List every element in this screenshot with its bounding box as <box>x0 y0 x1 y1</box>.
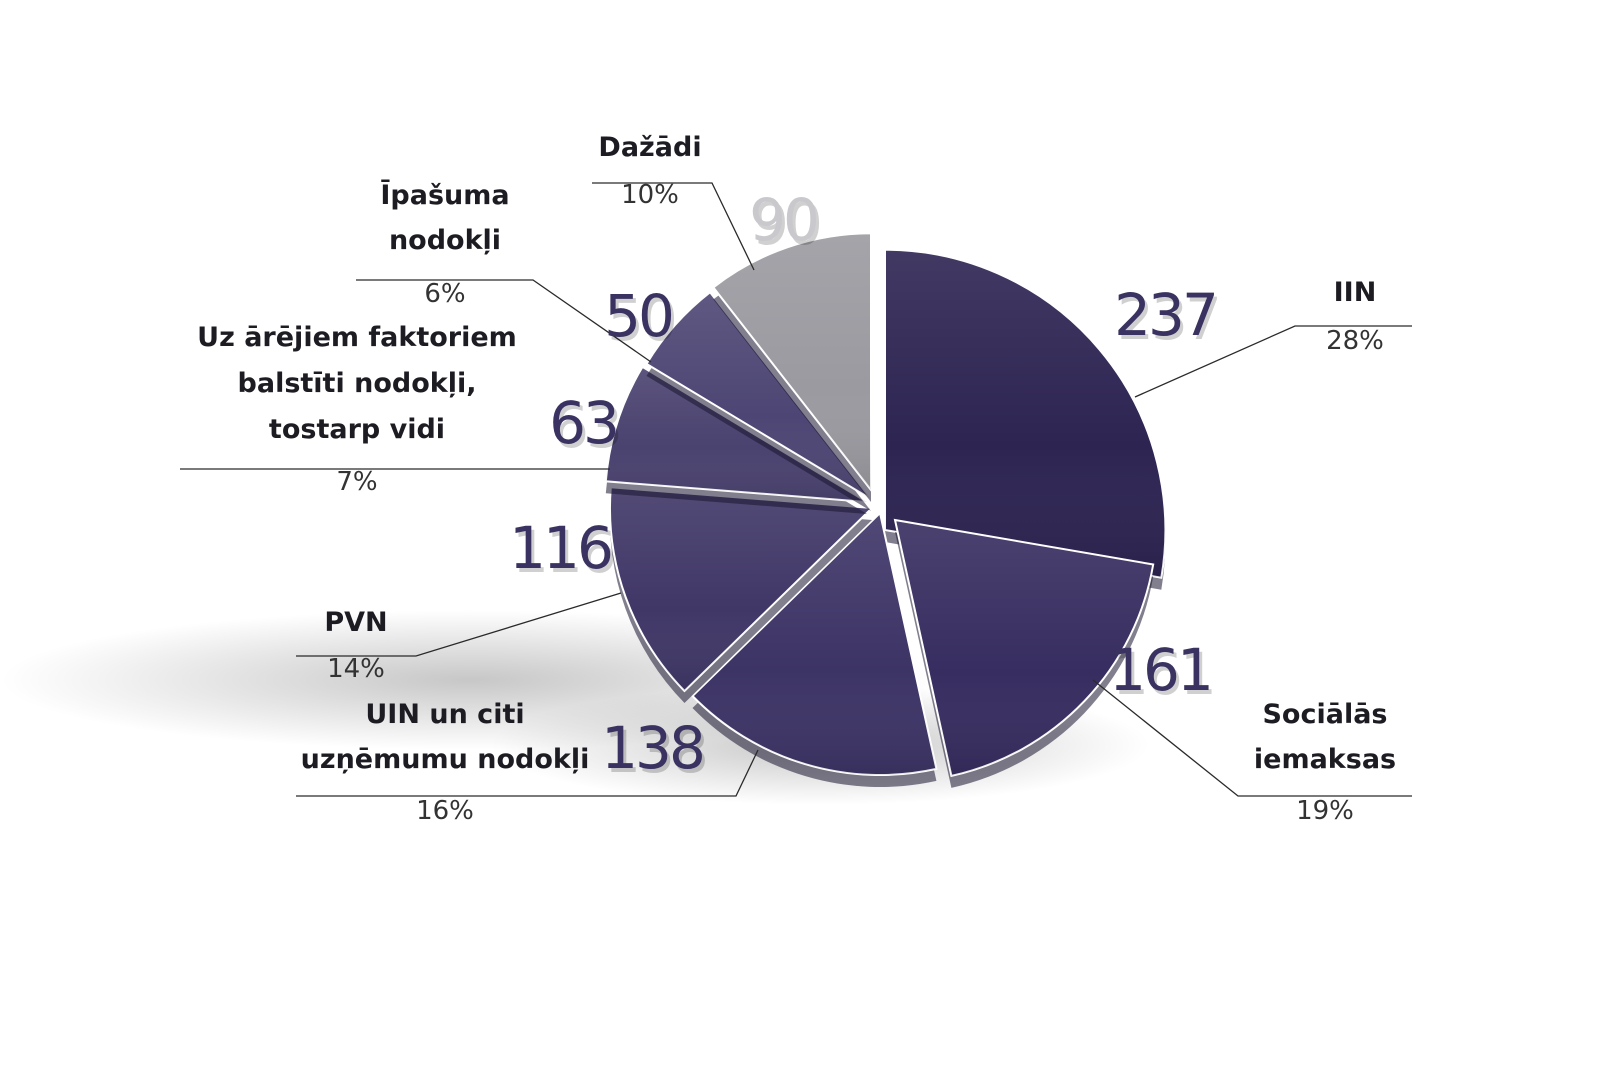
pie-slices <box>604 232 1167 788</box>
category-label: IIN <box>1334 277 1377 308</box>
pie-slice-gloss <box>713 233 871 490</box>
category-label: iemaksas <box>1254 744 1396 775</box>
value-label-shadow: 90 <box>752 190 820 258</box>
leader-line <box>1092 679 1412 797</box>
category-label: Dažādi <box>598 132 701 163</box>
category-label: Sociālās <box>1262 699 1387 730</box>
pie-slice-gloss <box>609 487 872 691</box>
percent-label: 7% <box>336 467 377 497</box>
category-label: UIN un citi <box>365 699 524 730</box>
value-label: 138 <box>601 714 703 782</box>
pie-slice-gloss <box>885 249 1166 578</box>
percent-label: 6% <box>424 279 465 309</box>
leader-line <box>1134 325 1412 398</box>
category-label: uzņēmumu nodokļi <box>301 744 590 775</box>
value-label: 50 <box>604 282 672 350</box>
percent-label: 16% <box>416 796 474 826</box>
leader-line <box>592 182 755 271</box>
category-label: balstīti nodokļi, <box>238 368 477 399</box>
value-label-shadow: 138 <box>604 718 706 786</box>
value-label-shadow: 116 <box>512 518 614 586</box>
value-label-shadow: 63 <box>552 393 620 461</box>
leader-line <box>356 279 652 363</box>
percent-label: 28% <box>1326 326 1384 356</box>
value-label: 90 <box>749 186 817 254</box>
value-label-shadow: 50 <box>607 286 675 354</box>
leader-line <box>296 749 759 797</box>
value-label: 161 <box>1109 636 1211 704</box>
category-label: tostarp vidi <box>269 414 445 445</box>
value-label: 116 <box>509 514 611 582</box>
percent-label: 19% <box>1296 796 1354 826</box>
category-labels: IIN 28% Sociālās iemaksas 19% UIN un citi uzņē… <box>197 132 1396 826</box>
category-label: Uz ārējiem faktoriem <box>197 322 517 353</box>
category-label: nodokļi <box>389 225 501 256</box>
value-label-shadow: 161 <box>1112 640 1214 708</box>
pie-slice-gloss <box>646 292 871 499</box>
percent-label: 10% <box>621 180 679 210</box>
leader-lines <box>180 182 1412 797</box>
category-label: Īpašuma <box>380 179 509 211</box>
category-label: PVN <box>324 607 387 638</box>
value-label-shadow: 237 <box>1117 285 1219 353</box>
value-label: 237 <box>1114 281 1216 349</box>
pie-slice-gloss <box>692 513 937 776</box>
value-label: 63 <box>549 389 617 457</box>
percent-label: 14% <box>327 654 385 684</box>
pie-slice-gloss <box>895 520 1154 776</box>
leader-line <box>296 592 622 657</box>
